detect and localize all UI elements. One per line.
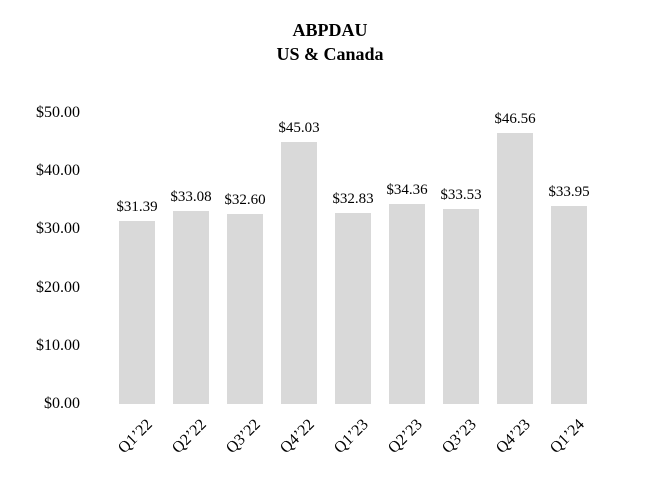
bar-Q3’23 bbox=[443, 208, 479, 404]
bar-Q2’23 bbox=[389, 204, 425, 404]
bar-Q2’22 bbox=[173, 211, 209, 404]
x-axis-tick-label: Q2’22 bbox=[169, 416, 211, 457]
bar-Q1’24 bbox=[551, 206, 587, 404]
x-axis-tick-label: Q3’22 bbox=[223, 416, 265, 457]
x-axis-tick-label: Q4’22 bbox=[277, 416, 319, 457]
x-axis-tick-label: Q1’22 bbox=[115, 416, 157, 457]
bar-value-label: $33.08 bbox=[170, 189, 212, 206]
bar-value-label: $32.60 bbox=[224, 192, 266, 209]
chart-title-line2: US & Canada bbox=[276, 44, 384, 64]
bar-value-label: $46.56 bbox=[494, 111, 536, 128]
x-axis-tick-label: Q2’23 bbox=[385, 416, 427, 457]
x-axis-tick-label: Q4’23 bbox=[493, 416, 535, 457]
y-axis-tick-label: $0.00 bbox=[44, 395, 80, 412]
x-axis-tick-label: Q1’24 bbox=[547, 416, 589, 457]
x-axis-tick-label: Q3’23 bbox=[439, 416, 481, 457]
y-axis-tick-label: $40.00 bbox=[36, 162, 80, 180]
bar-Q1’23 bbox=[335, 212, 371, 404]
bar-Q1’22 bbox=[119, 221, 155, 404]
chart-title-line1: ABPDAU bbox=[292, 20, 368, 40]
y-axis-tick-label: $10.00 bbox=[36, 336, 80, 354]
bar-value-label: $33.95 bbox=[548, 184, 590, 201]
bar-value-label: $32.83 bbox=[332, 190, 374, 207]
y-axis-tick-label: $20.00 bbox=[36, 278, 80, 296]
chart-title: ABPDAU US & Canada bbox=[5, 18, 650, 66]
bar-value-label: $34.36 bbox=[386, 182, 428, 199]
y-axis-tick-label: $30.00 bbox=[36, 220, 80, 238]
y-axis-tick-label: $50.00 bbox=[36, 104, 80, 121]
bar-Q3’22 bbox=[227, 214, 263, 404]
bar-value-label: $45.03 bbox=[278, 119, 320, 136]
bar-value-label: $33.53 bbox=[440, 186, 482, 203]
bar-value-label: $31.39 bbox=[116, 199, 158, 216]
x-axis-tick-label: Q1’23 bbox=[331, 416, 373, 457]
bar-Q4’23 bbox=[497, 133, 533, 404]
bar-Q4’22 bbox=[281, 141, 317, 404]
